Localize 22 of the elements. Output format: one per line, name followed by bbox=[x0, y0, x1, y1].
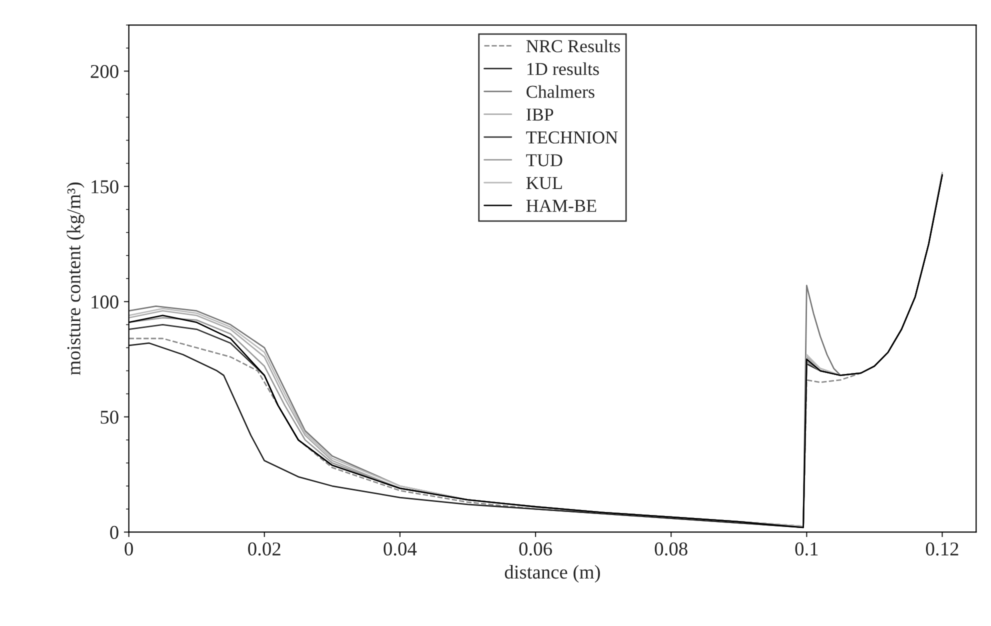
legend-label: NRC Results bbox=[526, 40, 620, 52]
x-tick-label: 0.1 bbox=[795, 542, 818, 556]
y-tick-label: 100 bbox=[92, 295, 118, 309]
x-tick-label: 0.12 bbox=[926, 542, 958, 556]
legend-label: KUL bbox=[526, 177, 562, 190]
y-tick-label: 50 bbox=[100, 410, 118, 424]
y-axis-title: moisture content (kg/m³) bbox=[66, 182, 84, 376]
legend-label: Chalmers bbox=[526, 85, 594, 98]
x-tick-label: 0.06 bbox=[519, 542, 552, 556]
legend-label: 1D results bbox=[527, 62, 599, 76]
legend-label: HAM-BE bbox=[526, 200, 596, 212]
x-tick-label: 0.08 bbox=[654, 542, 688, 556]
x-axis-title: distance (m) bbox=[504, 565, 600, 583]
y-tick-label: 0 bbox=[110, 526, 118, 540]
x-tick-label: 0.02 bbox=[248, 542, 280, 556]
y-tick-label: 200 bbox=[90, 64, 118, 78]
legend-label: IBP bbox=[526, 108, 554, 121]
x-tick-label: 0 bbox=[124, 542, 133, 556]
x-tick-label: 0.04 bbox=[384, 542, 417, 556]
y-tick-label: 150 bbox=[92, 180, 118, 194]
legend-label: TUD bbox=[526, 154, 562, 166]
legend-label: TECHNION bbox=[526, 131, 618, 144]
